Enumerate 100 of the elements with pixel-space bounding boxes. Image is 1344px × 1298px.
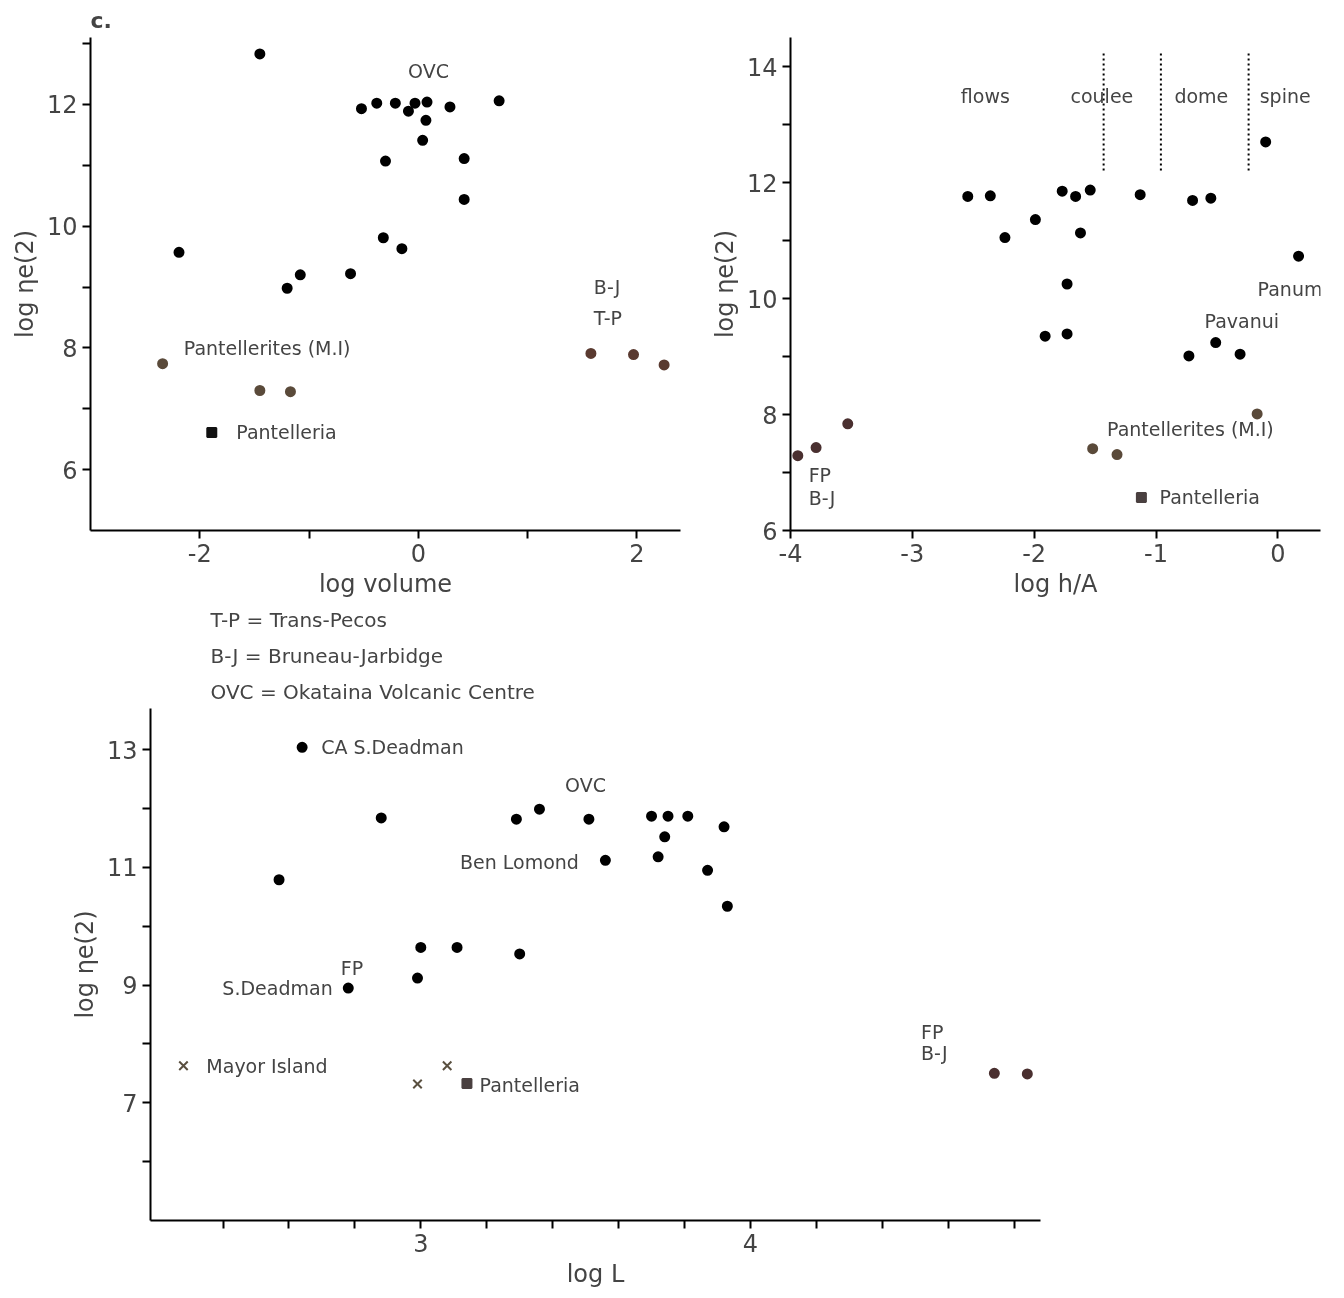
y-tick-label: 8 (62, 334, 78, 363)
point (273, 874, 285, 886)
point (533, 803, 545, 815)
y-tick-label: 14 (746, 53, 778, 82)
x-axis-title: log volume (318, 569, 453, 598)
point (1111, 449, 1123, 461)
point (1061, 278, 1073, 290)
y-tick-label: 6 (62, 456, 78, 485)
chart-title: c. (90, 7, 112, 33)
point (514, 948, 526, 960)
y-tick-label: 13 (106, 736, 138, 765)
point (842, 418, 854, 430)
point (1056, 185, 1068, 197)
point (157, 358, 169, 370)
y-tick-label: 11 (106, 854, 138, 883)
point (583, 813, 595, 825)
y-axis-title: log ηe(2) (710, 229, 739, 339)
point (375, 812, 387, 824)
point (355, 103, 367, 115)
x-axis-title: log h/A (1013, 569, 1099, 598)
y-tick-label: 12 (46, 91, 78, 120)
point (1084, 184, 1096, 196)
x-tick-label: 0 (1270, 539, 1286, 568)
point (1260, 136, 1272, 148)
annotation: Ben Lomond (459, 850, 579, 873)
text: OVC = Okataina Volcanic Centre (210, 679, 535, 704)
y-tick-label: 10 (46, 213, 78, 242)
x-tick-label: 3 (413, 1229, 429, 1258)
annotation: T-P (592, 306, 623, 329)
annotation: coulee (1070, 84, 1134, 107)
point (1187, 194, 1199, 206)
annotation: Pantelleria (479, 1074, 580, 1097)
point (646, 810, 658, 822)
point (662, 810, 674, 822)
annotation: FP (921, 1021, 944, 1044)
text: T-P = Trans-Pecos (209, 607, 388, 632)
annotation: Mayor Island (206, 1054, 328, 1077)
annotation: FP (340, 956, 364, 979)
point (721, 900, 733, 912)
point (493, 95, 505, 107)
annotation: dome (1174, 84, 1229, 107)
point (962, 190, 974, 202)
annotation: OVC (408, 60, 449, 83)
point (173, 246, 185, 258)
y-tick-label: 10 (746, 285, 778, 314)
annotation: spine (1259, 84, 1311, 107)
point (1183, 350, 1195, 362)
y-tick-label: 6 (762, 517, 778, 546)
x-tick-label: 4 (742, 1229, 759, 1258)
point (652, 851, 664, 863)
point (451, 941, 463, 953)
x-axis-title: log L (566, 1259, 625, 1288)
point (585, 347, 597, 359)
point (792, 450, 804, 462)
y-axis-title: log ηe(2) (10, 229, 39, 339)
x-tick-label: 2 (629, 539, 645, 568)
point (461, 1077, 473, 1089)
x-tick-label: -1 (1144, 539, 1168, 568)
point (377, 232, 389, 244)
point (415, 941, 427, 953)
annotation: Pantelleria (1159, 486, 1260, 509)
point (402, 105, 414, 117)
annotation: Panum (1257, 277, 1323, 300)
point (412, 972, 423, 984)
annotation: B-J (921, 1041, 948, 1064)
point (178, 1060, 189, 1071)
y-tick-label: 7 (122, 1089, 138, 1118)
x-tick-label: -3 (900, 539, 925, 568)
point (342, 982, 354, 994)
point (1251, 408, 1263, 420)
point (1021, 1068, 1033, 1080)
point (345, 268, 357, 280)
point (658, 359, 670, 371)
point (1029, 214, 1041, 226)
point (1205, 192, 1217, 204)
point (281, 282, 293, 294)
point (659, 831, 671, 843)
x-tick-label: -2 (187, 539, 212, 568)
text: B-J = Bruneau-Jarbidge (210, 643, 444, 668)
annotation: Pantellerites (M.I) (1107, 417, 1274, 440)
x-tick-label: -4 (778, 539, 803, 568)
point (206, 427, 218, 439)
point (1074, 227, 1086, 239)
point (1039, 330, 1051, 342)
point (1210, 337, 1222, 349)
point (1061, 328, 1073, 340)
point (420, 114, 432, 126)
point (1234, 348, 1246, 360)
annotation: CA S.Deadman (321, 735, 464, 758)
annotation: S.Deadman (222, 977, 333, 1000)
annotation: Pavanui (1204, 310, 1280, 333)
point (441, 1060, 453, 1071)
point (599, 854, 611, 866)
point (984, 190, 996, 202)
point (409, 97, 421, 109)
x-tick-label: -2 (1022, 539, 1047, 568)
y-axis-title: log ηe(2) (70, 910, 99, 1019)
point (1135, 491, 1147, 503)
point (380, 155, 391, 167)
point (1293, 250, 1305, 262)
